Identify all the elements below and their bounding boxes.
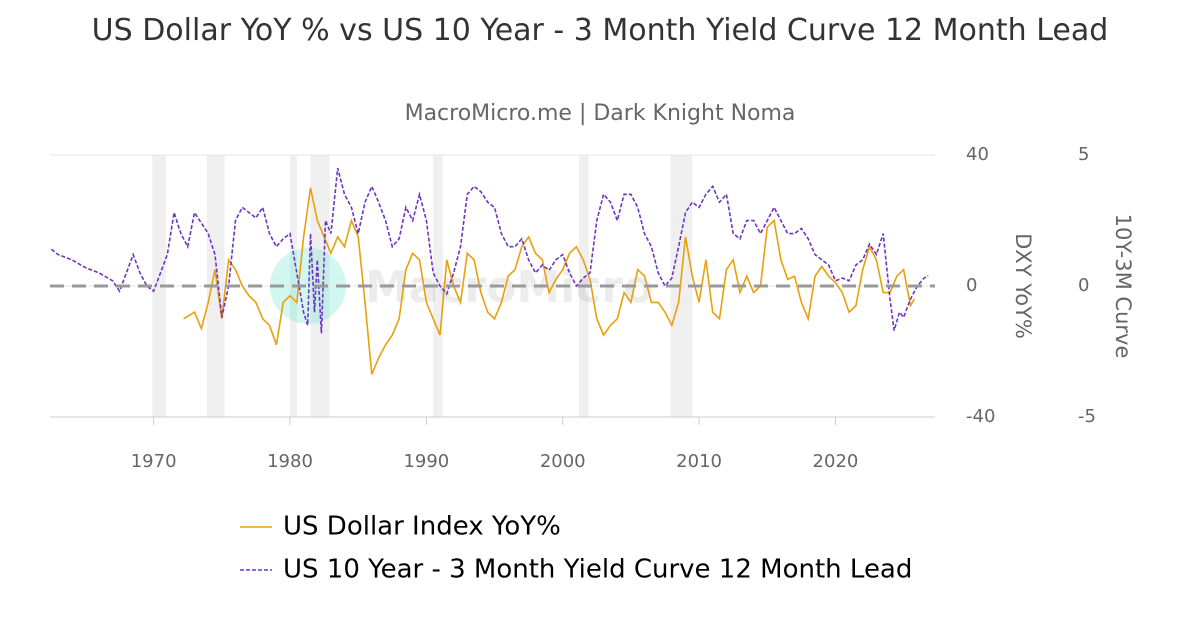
x-tick-label: 2020 — [813, 451, 859, 472]
chart-subtitle: MacroMicro.me | Dark Knight Noma — [404, 101, 796, 126]
y-axis-title: DXY YoY% — [1011, 233, 1035, 339]
y-tick-label: 0 — [966, 275, 977, 296]
y2-axis-title: 10Y-3M Curve — [1111, 214, 1135, 359]
x-tick-label: 1980 — [267, 451, 313, 472]
y-tick-label: -40 — [966, 406, 995, 427]
x-tick-label: 2010 — [676, 451, 722, 472]
legend-label: US 10 Year - 3 Month Yield Curve 12 Mont… — [283, 555, 912, 585]
x-tick-label: 2000 — [540, 451, 586, 472]
y2-tick-label: -5 — [1078, 406, 1096, 427]
chart-title: US Dollar YoY % vs US 10 Year - 3 Month … — [91, 13, 1109, 48]
series-line — [183, 187, 916, 375]
y2-tick-label: 0 — [1078, 275, 1089, 296]
y-tick-label: 40 — [966, 144, 989, 165]
x-tick-label: 1970 — [131, 451, 177, 472]
x-tick-label: 1990 — [403, 451, 449, 472]
series-line — [50, 167, 929, 334]
legend-label: US Dollar Index YoY% — [283, 512, 561, 542]
y2-tick-label: 5 — [1078, 144, 1089, 165]
